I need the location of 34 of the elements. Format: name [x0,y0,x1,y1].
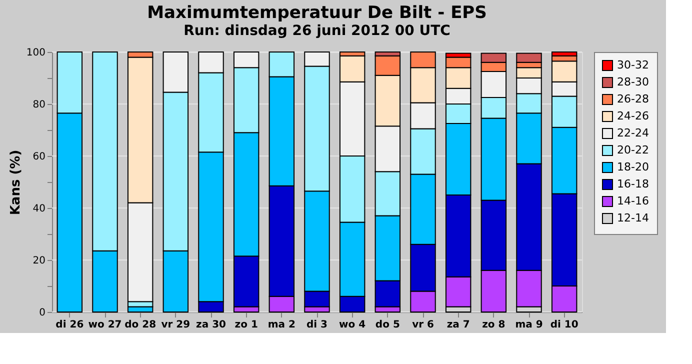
x-tick-label: wo 27 [88,320,122,330]
legend-label: 14-16 [617,194,649,208]
x-tick-label: ma 9 [515,320,543,330]
x-tick-label: za 30 [196,320,226,330]
y-tick-label: 0 [39,308,46,318]
legend-label: 12-14 [617,212,649,224]
x-tick-label: wo 4 [339,320,366,330]
x-tick-label: vr 29 [161,320,190,330]
chart-title: Maximumtemperatuur De Bilt - EPS [147,3,487,23]
x-tick-label: di 3 [306,320,328,330]
legend-label: 16-18 [617,178,649,190]
x-tick-label: zo 8 [482,320,506,330]
x-tick-label: za 7 [446,320,470,330]
legend-label: 30-32 [617,58,649,72]
legend-label: 24-26 [617,110,649,122]
legend-label: 26-28 [617,92,649,106]
legend-label: 22-24 [617,126,649,140]
x-tick-label: vr 6 [412,320,434,330]
legend-label: 28-30 [617,76,649,88]
y-tick-label: 100 [26,48,46,58]
x-tick-label: do 5 [375,320,400,330]
chart-subtitle: Run: dinsdag 26 juni 2012 00 UTC [184,23,450,39]
y-axis-title: Kans (%) [8,150,24,216]
x-tick-label: zo 1 [234,320,258,330]
x-tick-label: di 10 [550,320,578,330]
y-tick-label: 40 [32,204,46,214]
x-tick-label: do 28 [124,320,156,330]
legend-label: 20-22 [617,144,649,156]
x-tick-label: di 26 [56,320,84,330]
y-tick-label: 80 [32,100,46,110]
y-tick-label: 60 [32,152,46,162]
x-tick-label: ma 2 [268,320,296,330]
y-tick-label: 20 [32,256,46,266]
legend-label: 18-20 [617,160,649,174]
